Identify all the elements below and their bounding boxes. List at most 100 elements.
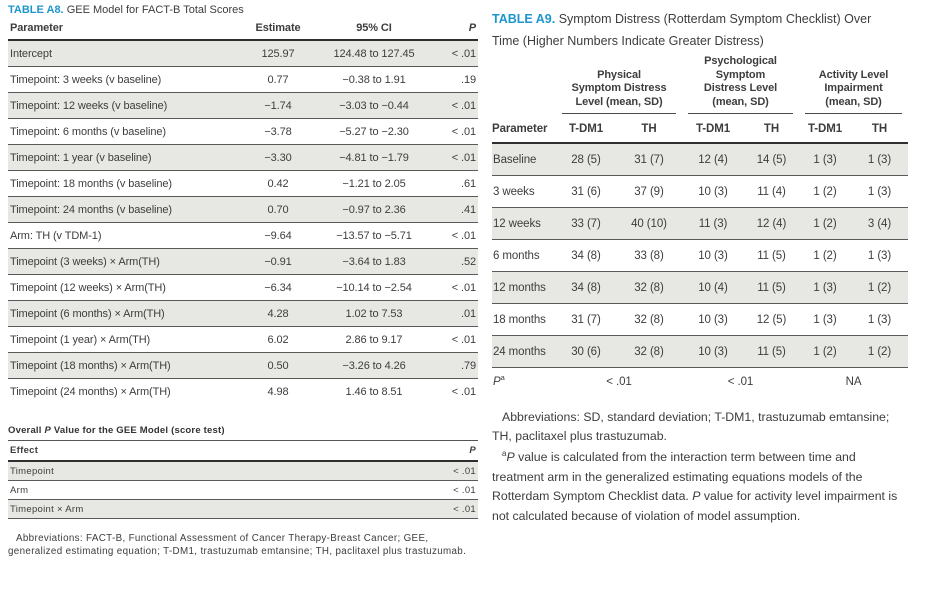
cell-parameter: Timepoint: 24 months (v baseline) [10,203,172,216]
col-header-tdm1: T-DM1 [799,115,851,144]
cell-parameter: 12 weeks [493,217,541,230]
group-header-physical-label: Physical Symptom Distress Level (mean, S… [562,69,676,114]
cell-physical-th: 32 (8) [634,345,664,358]
group-header-spacer [492,54,556,115]
cell-parameter: 6 months [493,249,540,262]
table-a9-label: TABLE A9. [492,12,556,26]
table-row: Timepoint (3 weeks) × Arm(TH) −0.91 −3.64 … [8,248,478,275]
cell-activity-th: 1 (3) [867,153,892,166]
footnote-text-1: value is calculated from the interaction… [492,450,863,503]
table-row: Intercept 125.97 124.48 to 127.45 < .01 [8,40,478,67]
cell-ci: −0.38 to 1.91 [342,73,406,86]
footnote-p2: P [692,489,701,503]
p-value-row-label: Pa [492,367,556,396]
table-a8-section: TABLE A8. GEE Model for FACT-B Total Sco… [8,3,478,558]
cell-ci: −3.03 to −0.44 [339,99,409,112]
cell-activity-th: 1 (2) [867,281,892,294]
cell-ci: −13.57 to −5.71 [336,229,412,242]
cell-physical-tdm1: 31 (7) [571,313,601,326]
cell-psych-tdm1: 10 (3) [698,249,728,262]
cell-psych-th: 14 (5) [756,153,787,166]
cell-ci: 1.46 to 8.51 [345,385,403,398]
cell-parameter: Timepoint (6 months) × Arm(TH) [10,307,165,320]
table-row: 24 months 30 (6) 32 (8) 10 (3) 11 (5) 1 (2) 1 … [492,335,908,368]
table-row: 18 months 31 (7) 32 (8) 10 (3) 12 (5) 1 (3) 1 … [492,303,908,336]
cell-psych-tdm1: 10 (4) [698,281,728,294]
table-row: Timepoint (1 year) × Arm(TH) 6.02 2.86 to … [8,326,478,353]
cell-activity-tdm1: 1 (2) [813,185,837,198]
cell-activity-tdm1: 1 (3) [813,313,837,326]
table-row: Baseline 28 (5) 31 (7) 12 (4) 14 (5) 1 (3) 1 (… [492,143,908,176]
cell-parameter: Timepoint (12 weeks) × Arm(TH) [10,281,166,294]
cell-p: < .01 [451,151,476,164]
cell-ci: 2.86 to 9.17 [345,333,403,346]
overall-heading-pre: Overall [8,425,45,436]
cell-psych-th: 11 (5) [757,345,786,358]
cell-parameter: Timepoint (24 months) × Arm(TH) [10,385,171,398]
cell-activity-th: 1 (3) [867,249,892,262]
cell-p: < .01 [451,333,476,346]
col-header-estimate: Estimate [242,20,314,41]
group-header-physical: Physical Symptom Distress Level (mean, S… [556,54,682,115]
cell-parameter: Timepoint: 1 year (v baseline) [10,151,152,164]
cell-ci: −5.27 to −2.30 [339,125,409,138]
cell-activity-tdm1: 1 (3) [813,153,837,166]
cell-estimate: −1.74 [264,99,292,112]
cell-estimate: −0.91 [264,255,292,268]
table-a9-abbreviations: Abbreviations: SD, standard deviation; T… [492,410,890,443]
table-row: Timepoint: 24 months (v baseline) 0.70 −0.… [8,196,478,223]
cell-parameter: Timepoint (3 weeks) × Arm(TH) [10,255,160,268]
cell-parameter: Timepoint: 6 months (v baseline) [10,125,166,138]
table-row: 12 months 34 (8) 32 (8) 10 (4) 11 (5) 1 (3) 1 … [492,271,908,304]
cell-physical-tdm1: 34 (8) [571,281,601,294]
col-header-th: TH [744,115,799,144]
overall-p-heading: Overall P Value for the GEE Model (score… [8,425,478,441]
cell-estimate: 0.70 [267,203,289,216]
cell-p: .79 [461,359,476,372]
cell-activity-th: 1 (3) [867,185,892,198]
cell-estimate: 6.02 [267,333,289,346]
gee-table-header-row: Parameter Estimate 95% CI P [8,20,478,41]
cell-psych-th: 11 (5) [757,281,786,294]
cell-psych-tdm1: 11 (3) [698,217,728,230]
cell-effect: Timepoint [10,465,55,477]
cell-physical-th: 32 (8) [634,281,664,294]
cell-physical-th: 33 (8) [634,249,664,262]
cell-p: < .01 [453,465,476,477]
overall-p-table: Effect P Timepoint < .01 Arm < .01 Timepoint… [8,441,478,519]
cell-estimate: 0.77 [267,73,289,86]
table-row: Timepoint: 6 months (v baseline) −3.78 −5.… [8,118,478,145]
col-header-tdm1: T-DM1 [682,115,744,144]
cell-physical-th: 31 (7) [634,153,664,166]
cell-ci: −3.26 to 4.26 [342,359,406,372]
col-header-parameter: Parameter [8,20,242,41]
cell-p: .52 [461,255,476,268]
cell-p: < .01 [451,229,476,242]
group-header-activity: Activity Level Impairment (mean, SD) [799,54,908,115]
cell-estimate: 0.42 [267,177,289,190]
table-row: Arm: TH (v TDM-1) −9.64 −13.57 to −5.71 < .… [8,222,478,249]
cell-p: .41 [461,203,476,216]
p-label-superscript: a [500,373,505,383]
p-value-activity: NA [799,367,908,396]
cell-ci: −0.97 to 2.36 [342,203,406,216]
symptom-distress-table: Physical Symptom Distress Level (mean, S… [492,54,908,396]
group-header-row: Physical Symptom Distress Level (mean, S… [492,54,908,115]
cell-physical-tdm1: 33 (7) [571,217,601,230]
cell-estimate: 0.50 [267,359,289,372]
table-a8-title-text: GEE Model for FACT-B Total Scores [66,4,244,16]
cell-activity-tdm1: 1 (2) [813,345,837,358]
table-a9-title-text: Symptom Distress (Rotterdam Symptom Chec… [492,12,872,48]
cell-estimate: 125.97 [261,47,295,60]
p-label: P [493,376,501,388]
cell-parameter: Arm: TH (v TDM-1) [10,229,102,242]
cell-parameter: 3 weeks [493,185,535,198]
table-row: Timepoint: 12 weeks (v baseline) −1.74 −3.… [8,92,478,119]
cell-physical-tdm1: 31 (6) [571,185,601,198]
cell-parameter: Timepoint: 3 weeks (v baseline) [10,73,162,86]
table-a9-section: TABLE A9. Symptom Distress (Rotterdam Sy… [492,8,908,526]
col-header-parameter: Parameter [492,115,556,144]
cell-psych-tdm1: 10 (3) [698,313,728,326]
cell-ci: −10.14 to −2.54 [336,281,412,294]
